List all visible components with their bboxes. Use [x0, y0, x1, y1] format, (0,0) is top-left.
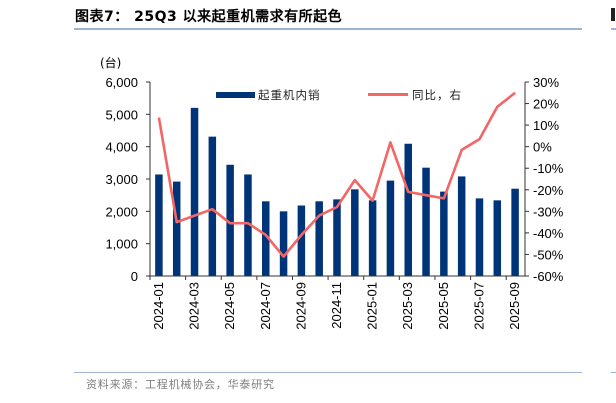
right-axis-tick-label: 0% — [533, 140, 552, 155]
left-axis-tick-label: 5,000 — [105, 107, 138, 122]
adjacent-panel-footer-divider — [611, 372, 616, 373]
x-axis-tick-label: 2024-01 — [151, 282, 166, 330]
bar — [155, 174, 163, 276]
x-axis-tick-label: 2025-01 — [365, 282, 380, 330]
right-axis-tick-label: 10% — [533, 118, 559, 133]
legend-bar-swatch — [216, 92, 255, 98]
bar — [297, 205, 306, 276]
yoy-line — [157, 91, 516, 258]
bar — [457, 176, 466, 276]
right-y-axis: -60% -50% -40% -30% -20% -10% 0% 10% 20% 30% — [524, 75, 564, 284]
x-axis-tick-label: 2024-11 — [329, 282, 344, 329]
source-note: 资料来源：工程机械协会，华泰研究 — [86, 378, 275, 391]
right-axis-tick-label: -50% — [533, 247, 564, 262]
x-axis-tick-label: 2024-07 — [258, 282, 273, 330]
left-axis-tick-label: 2,000 — [105, 204, 138, 219]
footer-divider — [74, 372, 582, 373]
right-axis-tick-label: 30% — [533, 75, 559, 90]
bar — [190, 107, 199, 276]
x-axis: 2024-01 2024-03 2024-05 2024-07 2024-09 2024-… — [149, 275, 525, 330]
bar — [315, 201, 323, 276]
right-axis-tick-label: 20% — [533, 97, 559, 112]
x-axis-tick-label: 2024-03 — [187, 282, 202, 330]
line-series-yoy — [157, 91, 516, 258]
bar — [226, 164, 234, 276]
bar — [172, 181, 181, 276]
right-axis-tick-label: -40% — [533, 226, 564, 241]
bar — [404, 143, 412, 276]
right-axis-tick-label: -10% — [533, 161, 564, 176]
legend-label-bars: 起重机内销 — [258, 88, 321, 102]
bar — [422, 167, 430, 276]
bar — [386, 180, 395, 276]
legend: 起重机内销 同比，右 — [216, 88, 462, 102]
x-axis-tick-label: 2024-05 — [222, 282, 237, 330]
bar — [440, 191, 448, 276]
left-axis-tick-label: 4,000 — [105, 140, 138, 155]
bar — [475, 198, 484, 276]
right-axis-tick-label: -60% — [533, 269, 564, 284]
bar — [368, 200, 377, 276]
left-axis-tick-label: 6,000 — [105, 75, 138, 90]
left-axis-tick-label: 0 — [131, 269, 138, 284]
adjacent-panel-divider — [611, 28, 616, 30]
legend-label-line: 同比，右 — [412, 88, 462, 102]
right-axis-tick-label: -30% — [533, 204, 564, 219]
left-axis-unit: (台) — [100, 55, 121, 70]
left-axis-tick-label: 3,000 — [105, 172, 138, 187]
bar — [244, 174, 252, 276]
bar — [279, 211, 288, 276]
left-y-axis: 0 1,000 2,000 3,000 4,000 5,000 6,000 — [105, 75, 151, 284]
bar — [351, 189, 359, 276]
x-axis-tick-label: 2024-09 — [293, 282, 308, 330]
chart-title: 图表7： 25Q3 以来起重机需求有所起色 — [75, 9, 343, 25]
title-divider — [74, 28, 582, 30]
bar — [511, 188, 519, 276]
x-axis-tick-label: 2025-07 — [472, 282, 487, 330]
bar — [262, 201, 270, 276]
bar — [208, 136, 217, 276]
x-axis-tick-label: 2025-03 — [400, 282, 415, 330]
bar-series-domestic-sales — [155, 107, 519, 276]
x-axis-tick-label: 2025-05 — [436, 282, 451, 330]
right-axis-tick-label: -20% — [533, 183, 564, 198]
left-axis-tick-label: 1,000 — [105, 237, 138, 252]
bar — [333, 199, 341, 276]
x-axis-tick-label: 2025-09 — [507, 282, 522, 330]
bar — [493, 200, 502, 276]
adjacent-panel-edge — [611, 8, 615, 21]
